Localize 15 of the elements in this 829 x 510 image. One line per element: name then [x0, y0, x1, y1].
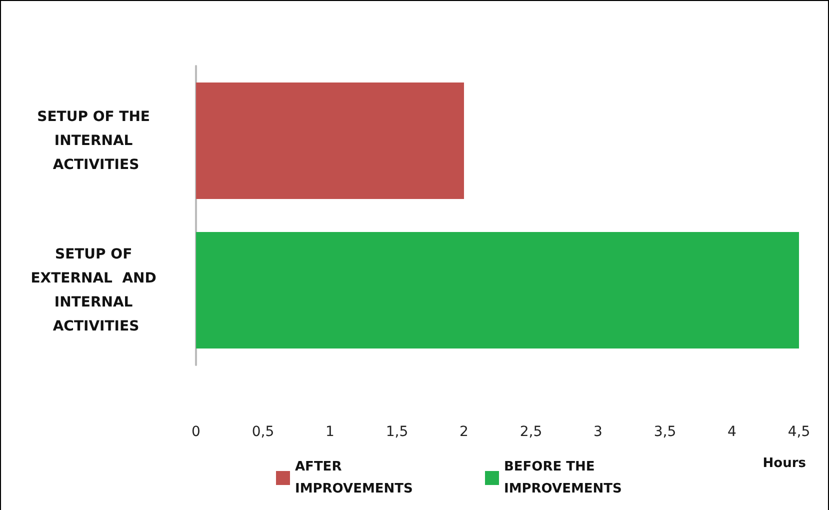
x-tick-label: 0,5	[252, 424, 274, 440]
x-tick-label: 4	[728, 424, 737, 440]
legend-label: BEFORE THE IMPROVEMENTS	[504, 460, 622, 496]
y-tick-label: SETUP OF THE INTERNAL ACTIVITIES	[37, 108, 155, 173]
y-tick-label: SETUP OF EXTERNAL AND INTERNAL ACTIVITIES	[30, 246, 162, 334]
legend-label: AFTER IMPROVEMENTS	[295, 460, 413, 496]
x-axis-title: Hours	[762, 456, 806, 471]
x-tick-label: 2,5	[520, 424, 542, 440]
x-tick-label: 2	[460, 424, 468, 440]
x-tick-label: 0	[192, 424, 200, 440]
x-tick-label: 1,5	[386, 424, 408, 440]
x-tick-label: 3	[594, 424, 602, 440]
x-tick-label: 3,5	[654, 424, 676, 440]
x-tick-label: 4,5	[788, 424, 810, 440]
x-tick-label: 1	[326, 424, 334, 440]
